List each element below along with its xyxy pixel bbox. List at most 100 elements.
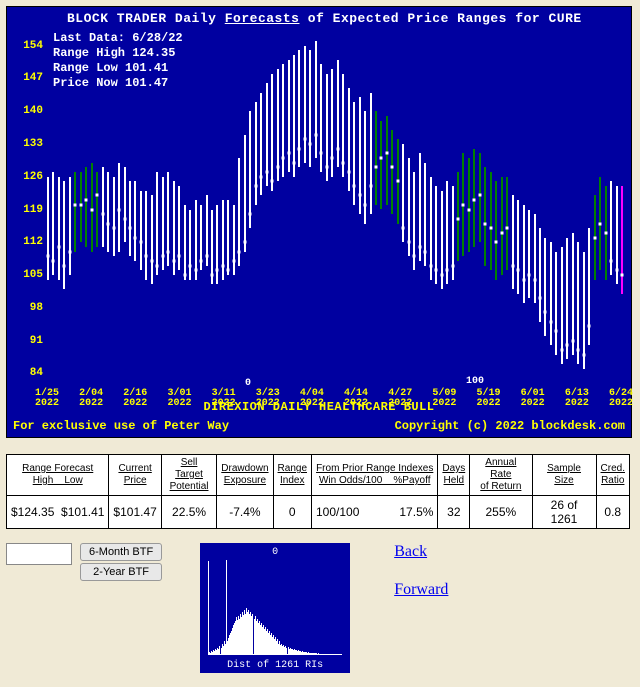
table-header-row: Range ForecastHigh LowCurrentPriceSell T…: [7, 455, 630, 496]
range-bar: [484, 167, 486, 265]
y-tick: 105: [23, 269, 43, 281]
price-dot: [582, 353, 585, 356]
table-cell: 22.5%: [161, 496, 216, 529]
price-dot: [560, 348, 563, 351]
price-dot: [424, 250, 427, 253]
price-dot: [429, 264, 432, 267]
back-link[interactable]: Back: [394, 543, 448, 561]
range-bar: [544, 238, 546, 336]
price-dot: [118, 208, 121, 211]
price-dot: [528, 274, 531, 277]
price-dot: [506, 227, 509, 230]
range-bar: [222, 200, 224, 280]
price-dot: [347, 171, 350, 174]
price-dot: [440, 274, 443, 277]
range-bar: [348, 88, 350, 191]
price-dot: [205, 255, 208, 258]
range-bar: [386, 116, 388, 205]
table-header: From Prior Range IndexesWin Odds/100 %Pa…: [312, 455, 438, 496]
title-suffix: of Expected Price Ranges for CURE: [299, 11, 581, 26]
table-header: DrawdownExposure: [217, 455, 273, 496]
y-tick: 98: [30, 302, 43, 314]
range-bar: [523, 205, 525, 303]
range-bar: [331, 69, 333, 177]
forward-link[interactable]: Forward: [394, 581, 448, 599]
footer-left: For exclusive use of Peter Way: [13, 419, 229, 433]
btn-6month[interactable]: 6-Month BTF: [80, 543, 162, 561]
range-bar: [184, 205, 186, 280]
range-bar: [320, 64, 322, 172]
price-dot: [435, 269, 438, 272]
y-tick: 119: [23, 204, 43, 216]
price-dot: [52, 259, 55, 262]
range-bar: [47, 177, 49, 280]
price-dot: [200, 259, 203, 262]
price-dot: [85, 199, 88, 202]
price-dot: [331, 157, 334, 160]
range-bar: [337, 60, 339, 168]
annotation: 100: [466, 376, 484, 387]
range-bar: [80, 172, 82, 242]
table-cell: 26 of 1261: [532, 496, 596, 529]
range-bar: [96, 172, 98, 247]
price-dot: [517, 269, 520, 272]
price-dot: [446, 269, 449, 272]
title-prefix: BLOCK TRADER Daily: [67, 11, 225, 26]
price-dot: [232, 259, 235, 262]
y-tick: 154: [23, 40, 43, 52]
range-bar: [134, 181, 136, 261]
range-bar: [249, 111, 251, 228]
range-bar: [517, 200, 519, 294]
table-cell: 100/100 17.5%: [312, 496, 438, 529]
table-header: DaysHeld: [438, 455, 470, 496]
price-dot: [238, 250, 241, 253]
btn-2year[interactable]: 2-Year BTF: [80, 563, 162, 581]
data-table: Range ForecastHigh LowCurrentPriceSell T…: [6, 454, 630, 529]
price-dot: [298, 147, 301, 150]
y-tick: 91: [30, 335, 43, 347]
price-dot: [189, 264, 192, 267]
price-dot: [211, 274, 214, 277]
price-dot: [462, 203, 465, 206]
price-dot: [178, 255, 181, 258]
range-bar: [216, 205, 218, 285]
range-bar: [233, 205, 235, 275]
price-dot: [604, 231, 607, 234]
table-header: RangeIndex: [273, 455, 311, 496]
nav-links: Back Forward: [394, 543, 448, 619]
range-bar: [528, 210, 530, 299]
price-dot: [511, 264, 514, 267]
price-dot: [265, 171, 268, 174]
price-dot: [407, 241, 410, 244]
range-bar: [151, 195, 153, 284]
range-bar: [315, 41, 317, 158]
hist-bottom-label: Dist of 1261 RIs: [200, 660, 350, 671]
price-dot: [63, 264, 66, 267]
range-bar: [380, 121, 382, 210]
table-header: Annual Rateof Return: [470, 455, 532, 496]
price-dot: [473, 199, 476, 202]
range-bar: [140, 191, 142, 271]
hist-top-label: 0: [200, 547, 350, 558]
y-tick: 126: [23, 171, 43, 183]
price-dot: [577, 348, 580, 351]
range-bar: [145, 191, 147, 280]
price-dot: [47, 255, 50, 258]
price-dot: [484, 222, 487, 225]
range-bar: [555, 252, 557, 355]
range-bar: [572, 233, 574, 355]
range-bar: [375, 111, 377, 205]
range-bar: [583, 252, 585, 369]
price-dot: [303, 138, 306, 141]
price-dot: [227, 269, 230, 272]
ticker-input[interactable]: [6, 543, 72, 565]
price-dot: [533, 278, 536, 281]
range-bar: [85, 167, 87, 247]
hist-plot-area: [208, 561, 342, 655]
range-bar: [512, 195, 514, 289]
price-dot: [539, 297, 542, 300]
price-dot: [325, 166, 328, 169]
range-bar: [195, 200, 197, 280]
histogram: 0 Dist of 1261 RIs: [200, 543, 350, 673]
chart-subtitle: DIREXION DAILY HEALTHCARE BULL: [7, 400, 631, 414]
